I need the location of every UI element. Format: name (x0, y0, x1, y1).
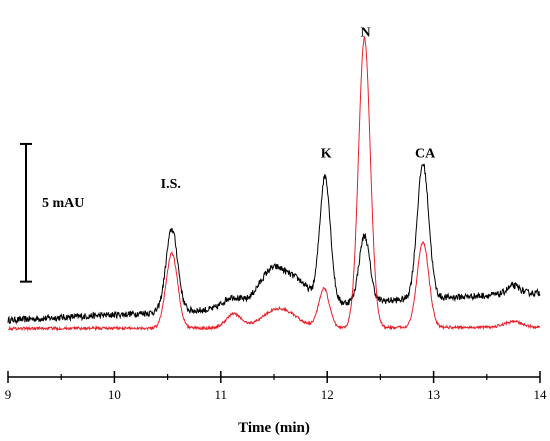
peak-label-4: CA (415, 147, 436, 162)
x-axis-title: Time (min) (238, 420, 310, 436)
x-tick-label: 14 (534, 387, 548, 402)
peak-label-2: K (321, 147, 332, 162)
peak-labels: I.S. K N CA (161, 26, 436, 192)
x-tick-label: 11 (215, 387, 228, 402)
x-tick-label: 10 (108, 387, 121, 402)
series-line-2 (7, 35, 541, 332)
x-axis: 9 10 11 12 13 14 (5, 371, 547, 402)
peak-label-1: I.S. (161, 177, 181, 192)
x-tick-label: 13 (427, 387, 440, 402)
scale-bar-label: 5 mAU (42, 196, 84, 211)
x-tick-label: 9 (5, 387, 12, 402)
scale-bar: 5 mAU (20, 142, 84, 283)
x-tick-label: 12 (321, 387, 334, 402)
plot-area (7, 35, 541, 332)
peak-label-3: N (360, 26, 370, 41)
series-line-1 (7, 163, 541, 325)
